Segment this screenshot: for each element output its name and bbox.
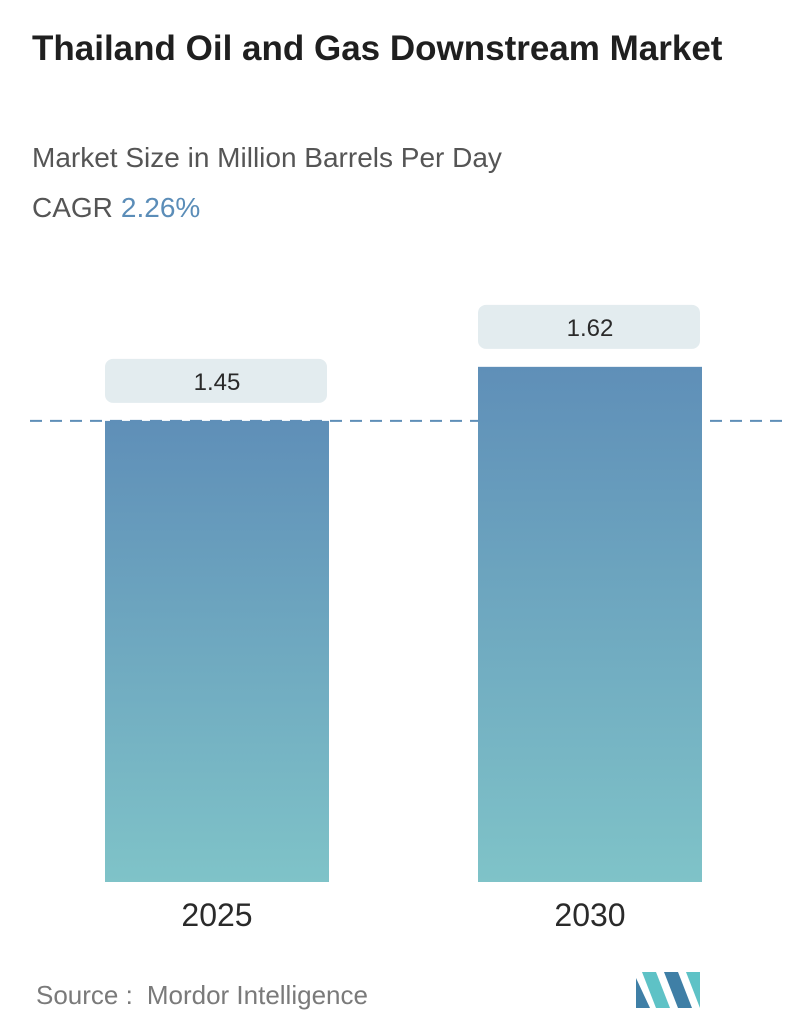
- x-tick-label-2025: 2025: [181, 897, 252, 933]
- chart-subtitle: Market Size in Million Barrels Per Day: [32, 142, 502, 173]
- cagr-value: 2.26%: [120, 192, 201, 223]
- value-label-bg-2030: [478, 304, 700, 349]
- chart-title: Thailand Oil and Gas Downstream Market: [32, 29, 723, 68]
- source-label: Source :: [36, 980, 133, 1010]
- source-note: Source : Mordor Intelligence: [36, 978, 368, 1012]
- value-label-2025: 1.45: [194, 369, 241, 396]
- bar-chart: 1.45 2025 1.62 2030: [30, 304, 782, 933]
- x-tick-label-2030: 2030: [554, 897, 625, 933]
- bar-2025: [105, 420, 329, 882]
- value-label-2030: 1.62: [567, 315, 614, 342]
- cagr-label: CAGR: [32, 192, 113, 223]
- value-label-bg-2025: [105, 358, 327, 403]
- bar-2030: [478, 366, 702, 883]
- mordor-logo-icon: [636, 972, 700, 1008]
- source-name: Mordor Intelligence: [146, 980, 368, 1010]
- cagr-row: CAGR 2.26%: [32, 190, 200, 226]
